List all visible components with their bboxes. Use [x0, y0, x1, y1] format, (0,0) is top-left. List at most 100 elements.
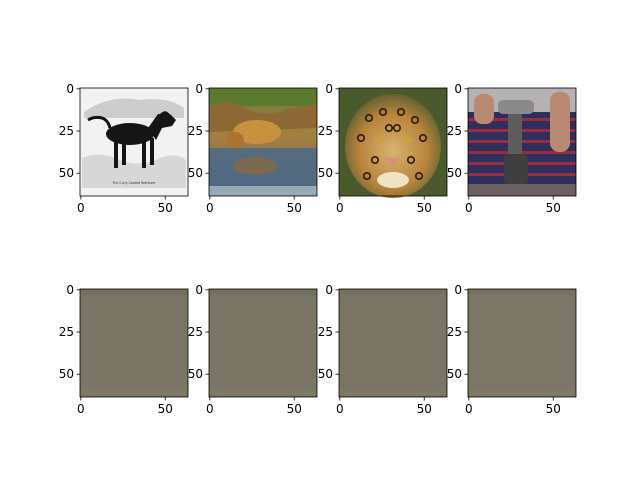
drill-handle: [508, 114, 522, 154]
jaguar-spot: [362, 172, 371, 181]
left-arm: [474, 94, 494, 124]
y-tick-label: 50: [59, 367, 74, 381]
x-tick-label: 0: [77, 402, 85, 416]
jaguar-spot: [378, 107, 387, 116]
x-tick-label: 50: [158, 402, 173, 416]
subplot-r2-c2: 0 50 0 25 50: [188, 283, 318, 416]
subplot-r2-c1: 0 50 0 25 50: [59, 283, 189, 416]
output-shade-top: [209, 289, 317, 295]
y-tick-label: 50: [188, 166, 203, 180]
lion-head: [226, 132, 244, 148]
axes-frame: [79, 288, 189, 398]
y-tick-label: 0: [195, 283, 203, 297]
axes-frame: [208, 87, 318, 197]
y-tick-label: 25: [318, 124, 333, 138]
trees: [209, 88, 317, 106]
y-tick-label: 50: [59, 166, 74, 180]
x-tick-label: 50: [287, 201, 302, 215]
panel-image: [468, 289, 576, 397]
x-tick-label: 0: [336, 201, 344, 215]
dog-tail: [87, 115, 112, 129]
x-tick-label: 50: [417, 402, 432, 416]
jaguar-spot: [411, 115, 420, 124]
dog-ear: [160, 111, 170, 115]
x-tick-label: 0: [206, 402, 214, 416]
flat-output-fill: [209, 289, 317, 397]
flat-output-fill: [80, 289, 188, 397]
axes-frame: [208, 288, 318, 398]
jaguar-spot: [370, 156, 379, 165]
jaguar-spot: [415, 172, 424, 181]
y-tick-label: 0: [454, 82, 462, 96]
panel-image: [339, 88, 447, 198]
lion-body: [233, 120, 281, 144]
output-shade-top: [468, 289, 576, 295]
y-tick-label: 25: [447, 124, 462, 138]
y-tick-label: 0: [325, 283, 333, 297]
jaguar-spot: [392, 123, 401, 132]
axes-frame: [338, 288, 448, 398]
subplot-r1-c2: 0 50 0 25 50: [188, 82, 318, 215]
output-shade-top: [80, 289, 188, 295]
output-shade-bottom: [209, 389, 317, 397]
lion-reflection: [233, 157, 277, 175]
x-tick-label: 50: [546, 402, 561, 416]
jaguar-nose: [387, 158, 399, 166]
drill-battery: [504, 154, 528, 184]
subplot-r1-c4: 0 50 0 25 50: [447, 82, 577, 215]
output-shade-bottom: [339, 389, 447, 397]
dog-leg: [122, 138, 126, 165]
axes-frame: [467, 87, 577, 197]
y-tick-label: 50: [318, 367, 333, 381]
panel-image: [80, 289, 188, 397]
x-tick-label: 50: [287, 402, 302, 416]
subplot-r2-c4: 0 50 0 25 50: [447, 283, 577, 416]
jaguar-spot: [396, 107, 405, 116]
x-tick-label: 0: [206, 201, 214, 215]
y-tick-label: 0: [454, 283, 462, 297]
panel-image: [209, 88, 317, 196]
bank: [209, 102, 317, 132]
y-tick-label: 25: [59, 325, 74, 339]
jaguar-eye: [374, 137, 384, 143]
x-tick-label: 0: [336, 402, 344, 416]
output-shade-bottom: [80, 389, 188, 397]
x-tick-label: 50: [417, 201, 432, 215]
image-caption: The Curly-Coated Retriever: [111, 181, 156, 185]
dog-leg: [150, 138, 154, 165]
x-tick-label: 0: [77, 201, 85, 215]
y-tick-label: 50: [447, 166, 462, 180]
panel-image: [339, 289, 447, 397]
jaguar-head: [345, 94, 441, 198]
right-arm: [550, 92, 570, 152]
sky-hatching: [84, 98, 184, 118]
panel-image: [468, 88, 576, 196]
subplot-r1-c1: The Curly-Coated Retriever 0 50 0 25 50: [59, 82, 189, 215]
ground-hatching: [82, 154, 186, 188]
jaguar-spot: [407, 156, 416, 165]
y-tick-label: 25: [447, 325, 462, 339]
x-tick-label: 50: [158, 201, 173, 215]
panel-image: [209, 289, 317, 397]
axes-frame: [338, 87, 448, 197]
y-tick-label: 0: [66, 82, 74, 96]
y-tick-label: 0: [66, 283, 74, 297]
flat-output-fill: [339, 289, 447, 397]
dog-leg: [142, 138, 146, 168]
panel-image: The Curly-Coated Retriever: [80, 88, 188, 196]
drill-body: [498, 100, 534, 114]
y-tick-label: 25: [188, 124, 203, 138]
y-tick-label: 0: [195, 82, 203, 96]
jaguar-spot: [356, 133, 365, 142]
y-tick-label: 0: [325, 82, 333, 96]
y-tick-label: 50: [188, 367, 203, 381]
subplot-r2-c3: 0 50 0 25 50: [318, 283, 448, 416]
y-tick-label: 50: [447, 367, 462, 381]
dog-body: [106, 123, 154, 145]
jaguar-eye: [402, 137, 412, 143]
water-highlight: [209, 186, 317, 196]
axes-frame: [467, 288, 577, 398]
y-tick-label: 25: [188, 325, 203, 339]
flat-output-fill: [468, 289, 576, 397]
